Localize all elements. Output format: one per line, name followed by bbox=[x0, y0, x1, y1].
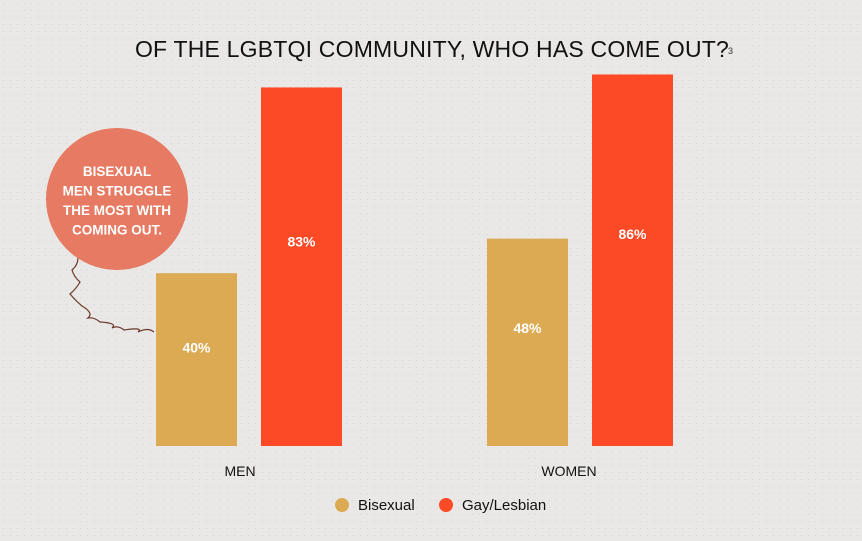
value-label: 40% bbox=[182, 340, 211, 356]
value-label-group: 40% 83% 48% 86% bbox=[182, 226, 647, 355]
callout-text-line: MEN STRUGGLE bbox=[63, 184, 172, 199]
legend: Bisexual Gay/Lesbian bbox=[335, 497, 546, 514]
bar-group bbox=[156, 74, 673, 446]
category-label: MEN bbox=[224, 463, 255, 479]
category-label: WOMEN bbox=[541, 463, 596, 479]
bar-women-gay-lesbian bbox=[592, 74, 673, 446]
bar-men-bisexual bbox=[156, 273, 237, 446]
value-label: 86% bbox=[618, 226, 647, 242]
value-label: 83% bbox=[287, 234, 316, 250]
legend-label: Bisexual bbox=[358, 497, 415, 514]
callout-bubble bbox=[46, 128, 188, 270]
footnote-marker: 3 bbox=[728, 46, 733, 56]
value-label: 48% bbox=[513, 320, 542, 336]
legend-swatch bbox=[439, 498, 453, 512]
chart-title: OF THE LGBTQI COMMUNITY, WHO HAS COME OU… bbox=[135, 36, 729, 62]
callout-text-line: BISEXUAL bbox=[83, 164, 151, 179]
chart-title-group: OF THE LGBTQI COMMUNITY, WHO HAS COME OU… bbox=[135, 36, 733, 62]
callout-pointer-line bbox=[69, 257, 155, 333]
legend-swatch bbox=[335, 498, 349, 512]
legend-label: Gay/Lesbian bbox=[462, 497, 546, 514]
bar-women-bisexual bbox=[487, 238, 568, 446]
callout-annotation: BISEXUAL MEN STRUGGLE THE MOST WITH COMING … bbox=[46, 128, 188, 333]
callout-text-line: COMING OUT. bbox=[72, 223, 162, 238]
callout-text-line: THE MOST WITH bbox=[63, 203, 171, 218]
callout-text-group: BISEXUAL MEN STRUGGLE THE MOST WITH COMING … bbox=[63, 164, 172, 238]
bar-men-gay-lesbian bbox=[261, 87, 342, 446]
category-label-group: MEN WOMEN bbox=[224, 463, 596, 479]
